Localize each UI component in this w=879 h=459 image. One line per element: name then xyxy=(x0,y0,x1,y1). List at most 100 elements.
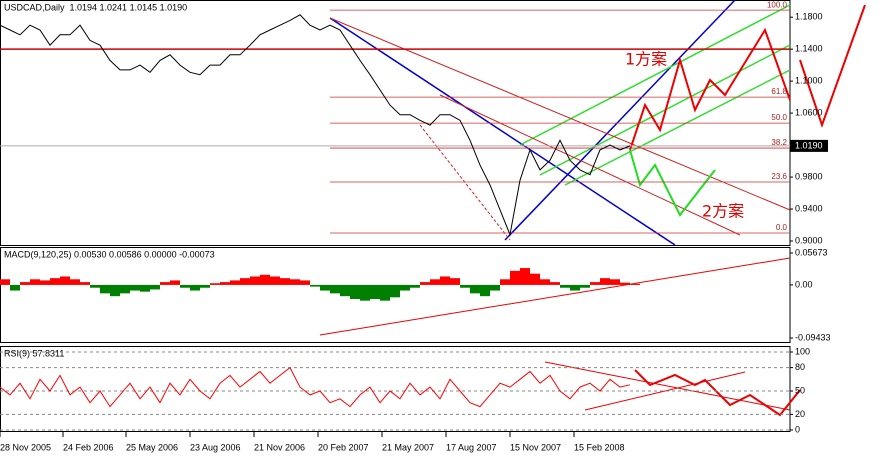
annotation: 1方案 xyxy=(625,50,667,69)
macd-panel xyxy=(0,247,791,343)
macd-bar xyxy=(140,284,150,292)
y-tick-label: 0.05673 xyxy=(795,247,828,257)
macd-bar xyxy=(50,278,60,285)
scenario-1-arrows xyxy=(629,27,791,151)
x-tick-label: 21 Nov 2006 xyxy=(254,442,305,452)
y-tick-label: 0.9000 xyxy=(795,235,823,245)
macd-bar xyxy=(130,284,140,291)
macd-bar xyxy=(100,284,110,294)
x-tick-label: 28 Nov 2005 xyxy=(0,442,51,452)
rsi-arrows xyxy=(634,369,801,417)
macd-bar xyxy=(180,284,190,288)
macd-bar xyxy=(560,284,570,288)
y-tick-label: 1.0600 xyxy=(795,107,823,117)
annotation: 2方案 xyxy=(702,202,744,221)
macd-bar xyxy=(390,284,400,298)
y-tick-label: 0.00 xyxy=(795,279,813,289)
x-tick-label: 24 Feb 2006 xyxy=(63,442,114,452)
macd-bar xyxy=(410,284,420,288)
macd-bar xyxy=(540,279,550,285)
scenario-2-arrows xyxy=(629,149,716,217)
fib-label: 61.8 xyxy=(771,87,787,96)
macd-bar xyxy=(20,282,30,285)
macd-bar xyxy=(270,276,280,285)
y-tick-label: 1.1000 xyxy=(795,76,823,86)
trend-line xyxy=(504,0,736,241)
macd-bar xyxy=(380,284,390,301)
macd-bar xyxy=(520,268,530,285)
macd-bar xyxy=(170,280,180,285)
x-tick-label: 25 May 2006 xyxy=(126,442,178,452)
macd-bar xyxy=(320,284,330,291)
trend-line xyxy=(439,94,741,236)
channel-line xyxy=(519,4,791,146)
macd-bar xyxy=(600,278,610,285)
macd-bar xyxy=(220,282,230,285)
price-line xyxy=(0,14,631,237)
macd-bar xyxy=(310,284,320,287)
macd-bar xyxy=(70,279,80,285)
macd-bar xyxy=(510,270,520,285)
macd-bar xyxy=(120,284,130,294)
macd-bar xyxy=(470,284,480,294)
macd-bar xyxy=(250,276,260,285)
macd-bar xyxy=(80,282,90,285)
rsi-title: RSI(9) 57.8311 xyxy=(4,348,64,358)
macd-bar xyxy=(360,284,370,301)
macd-bar xyxy=(550,282,560,285)
macd-bar xyxy=(190,284,200,291)
macd-bar xyxy=(430,279,440,285)
x-tick-label: 15 Feb 2008 xyxy=(574,442,625,452)
macd-bar xyxy=(110,284,120,297)
macd-bar xyxy=(570,284,580,291)
y-tick-label: 0.9400 xyxy=(795,203,823,213)
macd-bar xyxy=(260,274,270,285)
x-tick-label: 21 May 2007 xyxy=(382,442,434,452)
macd-bar xyxy=(240,278,250,285)
x-tick-label: 20 Feb 2007 xyxy=(318,442,369,452)
trend-line xyxy=(419,124,511,241)
macd-bar xyxy=(370,284,380,299)
scenario-arrow xyxy=(799,4,866,129)
rsi-trend-line xyxy=(544,361,791,411)
rsi-trend-line xyxy=(584,371,746,411)
macd-bar xyxy=(590,282,600,285)
y-tick-label: 1.1800 xyxy=(795,12,823,22)
macd-bar xyxy=(350,284,360,299)
macd-bar xyxy=(0,279,10,285)
macd-bar xyxy=(460,284,470,288)
trend-line xyxy=(329,17,791,211)
y-tick-label: 80 xyxy=(795,362,805,372)
macd-bar xyxy=(440,276,450,285)
rsi-panel xyxy=(0,346,791,432)
macd-bar xyxy=(530,273,540,285)
fib-label: 100.0 xyxy=(767,0,788,9)
macd-bar xyxy=(40,280,50,285)
macd-bar xyxy=(400,284,410,291)
price-title: USDCAD,Daily 1.0194 1.0241 1.0145 1.0190 xyxy=(4,2,187,12)
current-price-box xyxy=(790,139,828,152)
trend-line xyxy=(329,17,676,246)
x-tick-label: 17 Aug 2007 xyxy=(446,442,497,452)
macd-bar xyxy=(500,279,510,285)
macd-bar xyxy=(330,284,340,294)
current-price-label: 1.0190 xyxy=(795,140,823,150)
macd-bar xyxy=(480,284,490,297)
y-tick-label: 1.1400 xyxy=(795,44,823,54)
price-line xyxy=(0,366,631,408)
macd-bar xyxy=(630,283,640,285)
macd-bar xyxy=(490,284,500,291)
macd-bar xyxy=(10,284,20,291)
y-tick-label: 50 xyxy=(795,385,805,395)
x-tick-label: 15 Nov 2007 xyxy=(510,442,561,452)
macd-trend-line xyxy=(319,257,791,336)
macd-bar xyxy=(30,279,40,285)
y-tick-label: 20 xyxy=(795,409,805,419)
macd-bar xyxy=(210,283,220,285)
fib-label: 23.6 xyxy=(771,172,787,181)
macd-bar xyxy=(90,284,100,288)
macd-bar xyxy=(420,282,430,285)
macd-title: MACD(9,120,25) 0.00530 0.00586 0.00000 -… xyxy=(4,249,215,259)
fib-label: 38.2 xyxy=(771,138,787,147)
x-tick-label: 23 Aug 2006 xyxy=(190,442,241,452)
